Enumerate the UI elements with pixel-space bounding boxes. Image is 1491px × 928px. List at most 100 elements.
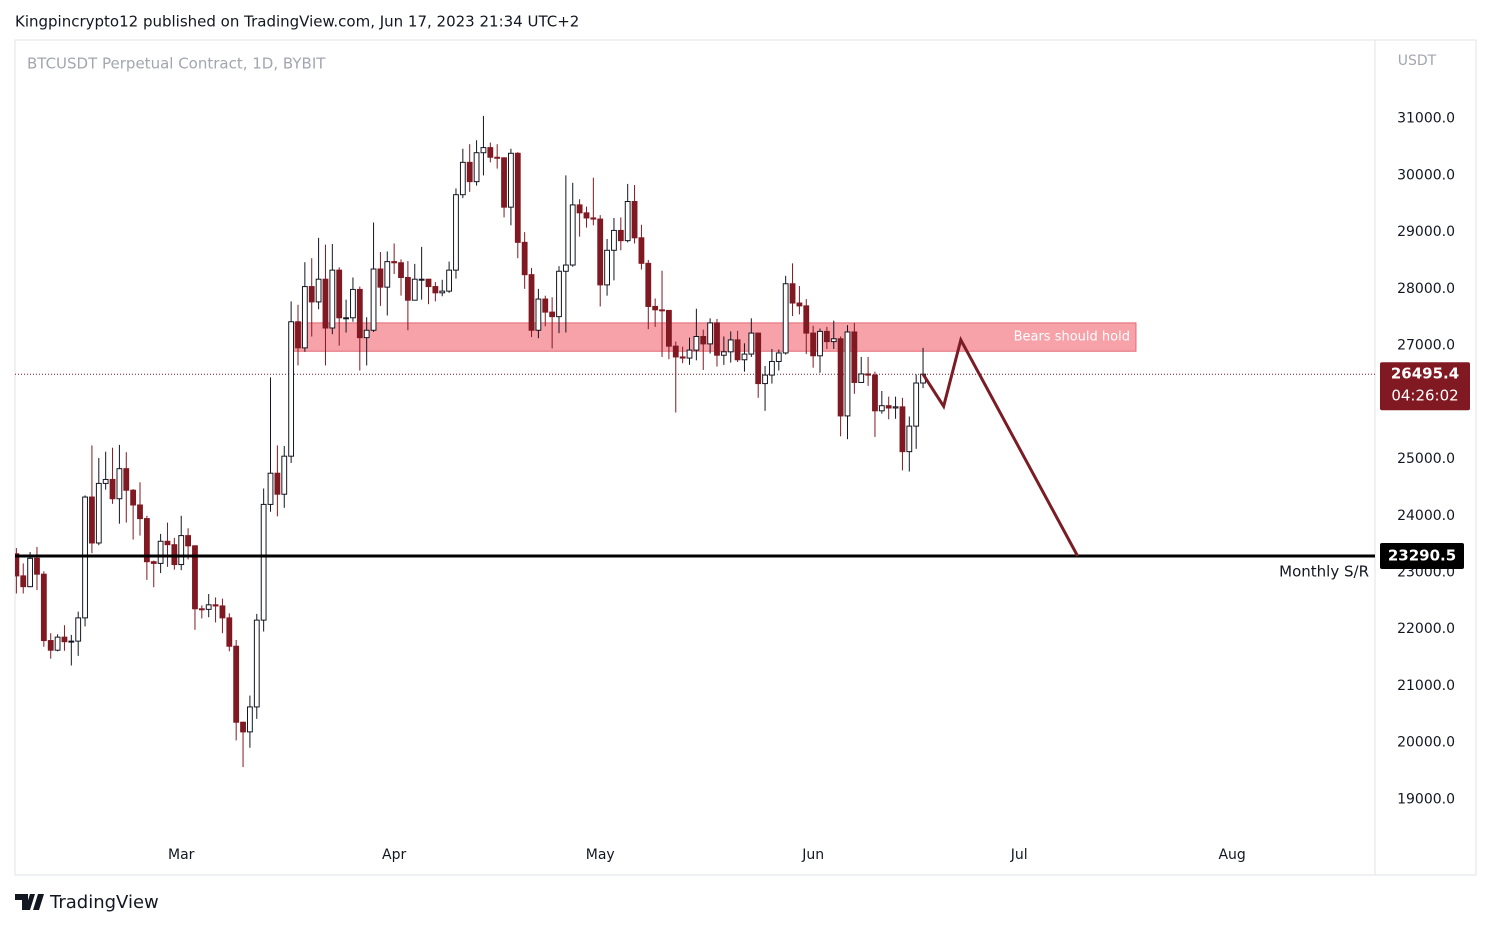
candle-body [865,373,871,376]
candle-body [817,330,823,357]
candle-body [597,218,604,286]
candle-body [439,290,446,294]
x-tick-label: Mar [168,847,195,863]
y-tick-label: 29000.0 [1397,224,1455,240]
candle-body [562,264,569,272]
candle-body [652,305,659,311]
axes: 19000.020000.021000.022000.023000.024000… [168,111,1470,863]
candle-body [604,249,610,286]
y-tick-label: 19000.0 [1397,791,1455,807]
candle-body [308,286,315,303]
candle-body [782,283,789,354]
candle-body [27,557,34,588]
candle-body [102,478,109,484]
candle-body [391,261,398,264]
candle-body [693,336,700,351]
candle-body [714,322,720,356]
candle-body [89,496,95,544]
candle-body [315,278,322,303]
candle-body [769,360,775,376]
candle-body [404,277,411,301]
candle-body [130,489,137,506]
candle-body [157,540,164,564]
candle-body [192,545,198,610]
candle-body [514,152,521,243]
x-tick-label: Jun [801,847,824,863]
chart-title: BTCUSDT Perpetual Contract, 1D, BYBIT [27,55,326,73]
candle-body [830,338,837,343]
candle-body [281,455,288,495]
y-tick-label: 27000.0 [1397,338,1455,354]
candle-body [274,472,281,495]
y-tick-label: 22000.0 [1397,621,1455,637]
candle-body [343,317,349,320]
candle-body [885,405,892,409]
candle-body [20,575,27,588]
candle-body [150,561,157,564]
candle-body [432,286,439,294]
candle-body [528,274,535,331]
candle-body [906,425,913,453]
candle-body [34,557,40,575]
candle-body [322,278,329,329]
brand-name: TradingView [49,892,159,913]
candle-body [899,406,906,453]
candle-body [425,278,432,288]
candle-body [720,351,727,356]
projection [921,335,1079,557]
candle-body [466,161,473,183]
candle-body [473,152,480,183]
level-text: Monthly S/R [1279,563,1369,581]
candle-body [123,468,130,491]
y-tick-label: 31000.0 [1397,111,1455,127]
candle-body [775,352,782,362]
candle-body [590,217,597,220]
candle-body [143,518,150,563]
candle-body [459,161,466,196]
candle-body [301,286,308,349]
candle-body [851,331,858,383]
candle-body [858,373,865,383]
candle-body [453,194,459,271]
candle-body [47,640,54,651]
candle-body [569,204,576,266]
candle-body [185,535,191,547]
candle-body [370,268,377,331]
candle-body [535,298,542,331]
candle-body [446,269,453,292]
candle-body [810,332,817,357]
chart-frame [14,39,1477,876]
candle-body [878,405,885,412]
candle-body [233,645,240,723]
candle-body [748,332,755,355]
candle-body [789,283,796,304]
candle-body [556,270,562,318]
y-tick-label: 21000.0 [1397,678,1455,694]
candle-body [205,604,212,610]
candle-body [54,636,61,651]
candle-body [631,200,638,239]
candle-body [755,332,762,385]
candle-body [247,706,253,733]
candle-body [542,298,549,313]
candle-body [295,321,301,349]
candle-body [288,321,295,457]
level-label-box [1380,543,1464,570]
y-tick-label: 25000.0 [1397,451,1455,467]
candle-body [844,331,851,417]
candle-body [659,309,665,312]
candle-body [377,268,384,288]
candle-body [336,269,343,319]
candle-body [350,288,356,319]
y-tick-label: 28000.0 [1397,281,1455,297]
candle-body [872,374,878,412]
candle-body [61,636,68,643]
candle-body [501,157,507,208]
candle-body [741,353,748,361]
y-tick-label: 30000.0 [1397,167,1455,183]
x-tick-label: May [586,847,615,863]
candle-body [329,269,336,329]
candle-body [645,262,652,307]
plot: Bears should hold Monthly S/R [15,115,1375,768]
candle-body [418,278,425,281]
